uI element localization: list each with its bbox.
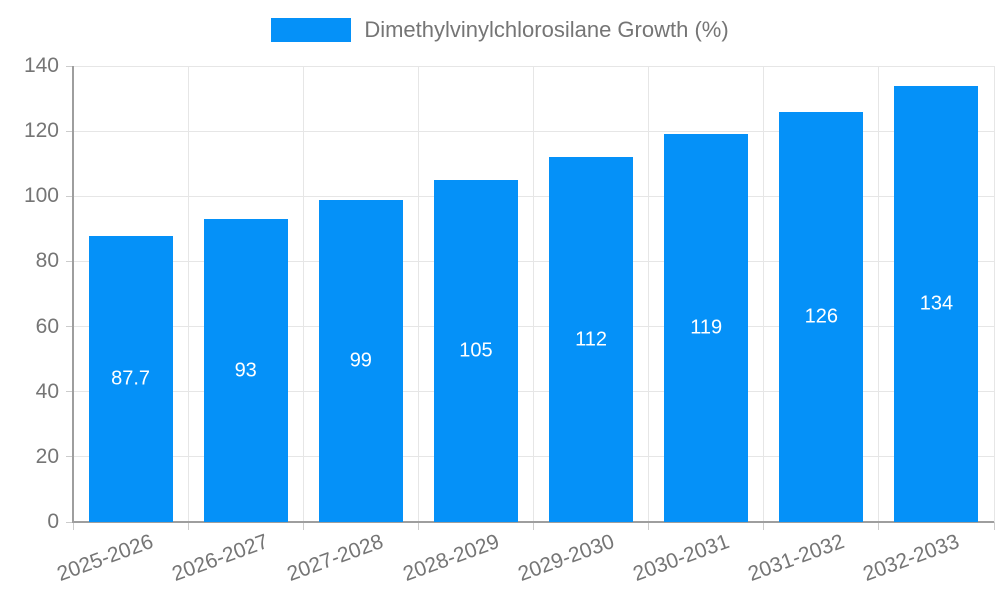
gridline-vertical [878,66,880,522]
x-axis-label: 2032-2033 [860,530,963,586]
bar-value-label: 119 [690,316,723,339]
y-axis-tick [66,195,73,197]
bar-2028-2029[interactable]: 105 [433,180,518,522]
bar-2032-2033[interactable]: 134 [894,85,979,522]
plot-area: 0 20 40 60 80 100 120 140 87.7 2025-2026 93 2026-20… [24,54,995,586]
bar-value-label: 99 [349,349,372,372]
x-axis-label: 2030-2031 [629,530,733,586]
x-axis-label: 2027-2028 [284,530,387,586]
legend: Dimethylvinylchlorosilane Growth (%) [0,17,1000,43]
gridline-vertical [533,66,534,522]
bar-value-label: 87.7 [111,367,151,390]
legend-swatch [271,18,352,42]
y-axis-label: 120 [23,119,59,143]
y-axis-tick [66,65,73,67]
gridline-vertical [302,66,304,522]
legend-item[interactable]: Dimethylvinylchlorosilane Growth (%) [271,17,729,43]
bar-2031-2032[interactable]: 126 [779,111,864,522]
x-axis-label: 2025-2026 [54,530,157,586]
x-axis-label: 2026-2027 [169,530,272,586]
x-axis-label: 2031-2032 [744,530,848,586]
gridline-vertical [993,66,995,522]
bar-value-label: 112 [575,328,608,351]
x-axis-tick [302,522,304,530]
bar-value-label: 134 [919,292,954,315]
y-axis-label: 0 [47,510,59,533]
y-axis-tick [66,326,73,328]
bar-value-label: 105 [459,339,493,362]
y-axis-tick [66,521,73,523]
legend-label: Dimethylvinylchlorosilane Growth (%) [364,17,729,42]
y-axis-tick [66,260,73,262]
bar-2026-2027[interactable]: 93 [203,219,288,522]
x-axis-tick [648,522,650,530]
x-axis-tick [878,522,880,530]
x-axis-line [72,521,994,523]
y-axis-label: 100 [23,184,59,208]
bar-value-label: 93 [234,359,257,382]
x-axis-label: 2029-2030 [514,530,617,586]
y-axis-label: 140 [23,54,59,77]
gridline-vertical [187,66,189,522]
bar-2027-2028[interactable]: 99 [318,199,403,522]
bar-2030-2031[interactable]: 119 [664,134,749,522]
y-axis-tick [66,391,73,393]
x-axis-tick [72,522,74,530]
x-axis-tick [993,522,995,530]
gridline-vertical [648,66,650,522]
y-axis-label: 80 [35,249,59,273]
x-axis-tick [763,522,765,530]
x-axis-label: 2028-2029 [399,530,502,586]
bar-value-label: 126 [804,305,838,328]
x-axis-tick [533,522,534,530]
y-axis-tick [66,456,73,458]
bar-2025-2026[interactable]: 87.7 [88,236,173,522]
gridline-vertical [417,66,419,522]
y-axis-tick [66,130,73,132]
bar-2029-2030[interactable]: 112 [549,157,634,522]
x-axis-tick [417,522,419,530]
gridline-vertical [763,66,765,522]
y-axis-label: 60 [35,314,59,338]
y-axis-label: 40 [35,379,59,403]
x-axis-tick [187,522,189,530]
y-axis-line [72,66,74,523]
y-axis-label: 20 [35,444,59,468]
